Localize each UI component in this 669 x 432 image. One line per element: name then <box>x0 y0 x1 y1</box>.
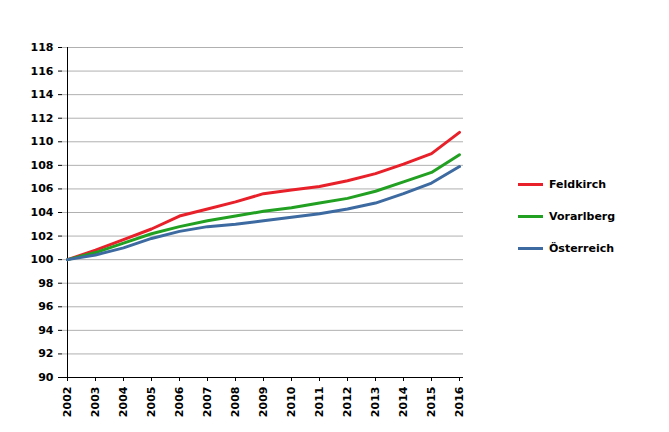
svg-text:102: 102 <box>31 230 54 243</box>
svg-text:2008: 2008 <box>229 387 242 418</box>
svg-text:104: 104 <box>31 206 54 219</box>
svg-text:2006: 2006 <box>173 386 186 417</box>
svg-text:2014: 2014 <box>397 386 410 417</box>
svg-text:96: 96 <box>38 300 54 313</box>
svg-text:92: 92 <box>38 347 53 360</box>
svg-text:2005: 2005 <box>145 387 158 418</box>
svg-text:108: 108 <box>31 159 54 172</box>
svg-text:2003: 2003 <box>89 387 102 418</box>
svg-text:106: 106 <box>31 182 54 195</box>
svg-text:118: 118 <box>31 41 54 54</box>
html-text:Feldkirch: Feldkirch <box>549 177 606 191</box>
svg-text:2011: 2011 <box>313 387 326 418</box>
svg-text:2007: 2007 <box>201 387 214 418</box>
html-text:Österreich: Österreich <box>549 241 615 255</box>
svg-text:112: 112 <box>31 112 54 125</box>
svg-text:2015: 2015 <box>425 387 438 418</box>
svg-text:90: 90 <box>38 371 54 384</box>
svg-text:2016: 2016 <box>453 386 466 417</box>
svg-text:114: 114 <box>31 88 54 101</box>
html-text:Vorarlberg: Vorarlberg <box>549 209 616 223</box>
svg-text:2002: 2002 <box>61 387 74 418</box>
svg-text:2009: 2009 <box>257 387 270 418</box>
svg-text:110: 110 <box>31 135 54 148</box>
svg-text:2012: 2012 <box>341 387 354 418</box>
svg-text:2010: 2010 <box>285 386 298 417</box>
svg-text:100: 100 <box>31 253 54 266</box>
svg-text:116: 116 <box>31 65 54 78</box>
svg-text:2013: 2013 <box>369 387 382 418</box>
svg-text:98: 98 <box>38 277 53 290</box>
svg-text:2004: 2004 <box>117 386 130 417</box>
svg-text:94: 94 <box>38 324 54 337</box>
